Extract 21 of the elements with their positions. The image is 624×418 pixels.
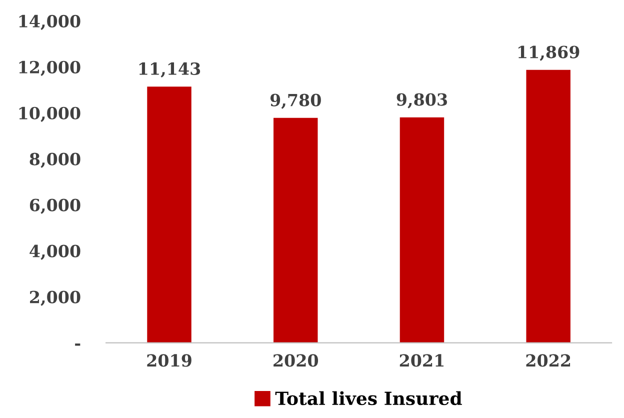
bar [274,118,318,343]
legend-label: Total lives Insured [275,391,462,406]
x-tick-label: 2022 [526,354,570,367]
x-tick-label: 2020 [274,354,318,367]
data-label: 11,143 [139,62,200,78]
x-tick-label: 2021 [400,354,444,367]
x-tick-label: 2019 [147,354,192,367]
y-tick-label: 8,000 [30,152,80,168]
y-tick-label: 14,000 [19,14,80,30]
data-label: 9,803 [396,93,448,108]
y-tick-label: 10,000 [19,106,80,122]
bar [526,70,570,343]
bar [147,86,192,343]
bar [400,117,444,343]
y-tick-label: 12,000 [19,60,80,76]
y-tick-label: 6,000 [30,198,80,214]
y-tick-label: - [75,344,80,346]
data-label: 9,780 [270,94,321,109]
y-tick-label: 4,000 [30,244,80,260]
y-tick-label: 2,000 [30,290,80,306]
data-label: 11,869 [518,46,580,61]
